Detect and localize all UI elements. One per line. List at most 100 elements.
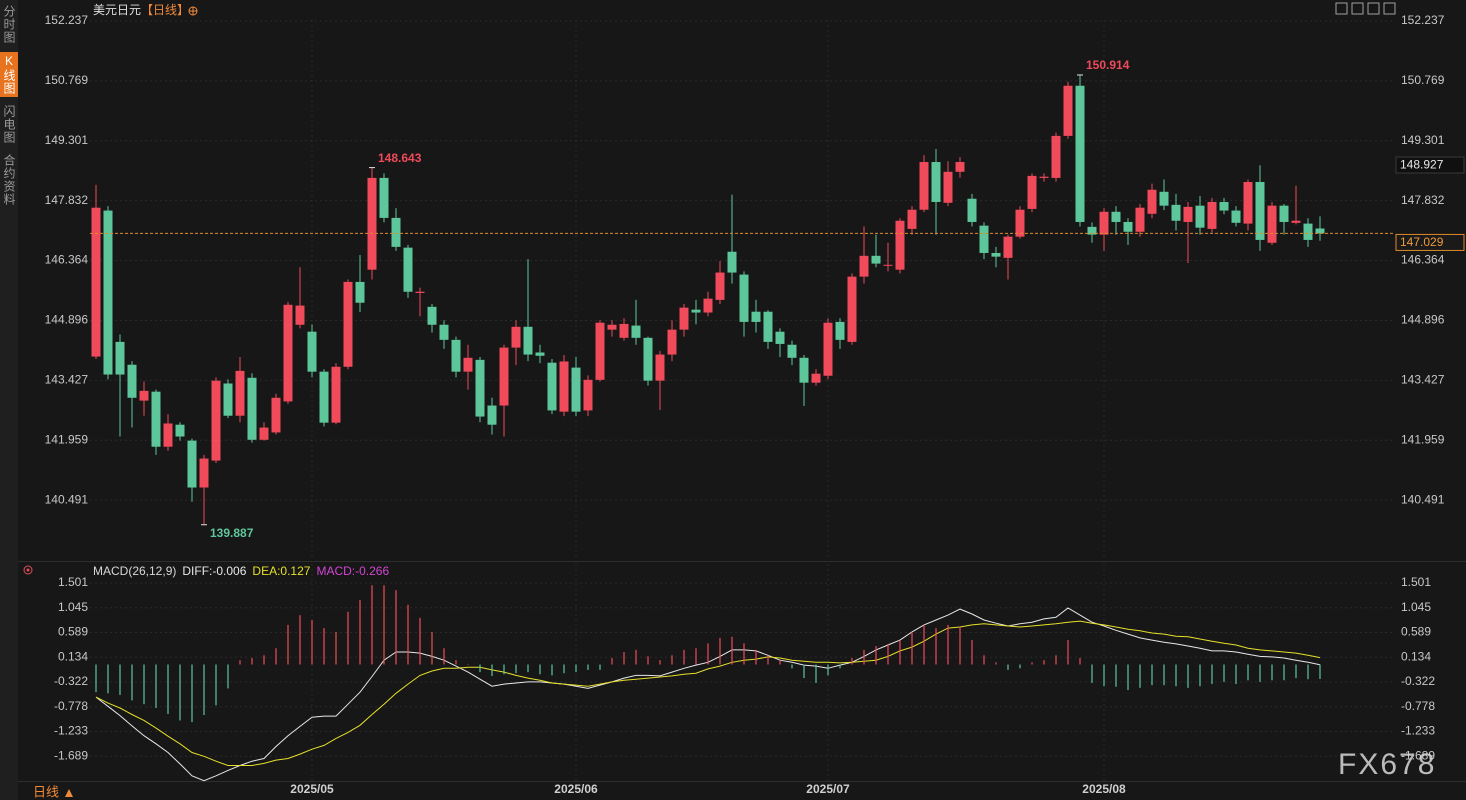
extreme-label: 148.643 <box>378 151 422 165</box>
tool-icon[interactable] <box>1367 2 1380 15</box>
candle-body <box>667 329 677 355</box>
candle-body <box>1111 211 1121 222</box>
candle-body <box>607 324 617 330</box>
candle-body <box>91 207 101 357</box>
sidebar-tab[interactable]: K线图 <box>0 52 18 97</box>
candle-body <box>439 324 449 340</box>
y-tick-label: 152.237 <box>1401 13 1445 27</box>
candle-body <box>847 276 857 342</box>
y-tick-label: 150.769 <box>45 73 89 87</box>
candle-body <box>499 347 509 406</box>
candle-body <box>1123 221 1133 232</box>
candle-body <box>931 162 941 202</box>
candle-body <box>1051 135 1061 178</box>
y-tick-label: -0.322 <box>54 674 88 688</box>
macd-line <box>95 620 1321 766</box>
y-tick-label: -0.778 <box>1401 699 1435 713</box>
candle-body <box>835 321 845 340</box>
candle-body <box>187 440 197 488</box>
y-tick-label: -0.322 <box>1401 674 1435 688</box>
candle-body <box>859 255 869 277</box>
candle-body <box>631 325 641 338</box>
y-tick-label: 150.769 <box>1401 73 1445 87</box>
y-tick-label: 1.045 <box>58 600 88 614</box>
background <box>18 0 1466 800</box>
y-tick-label: 143.427 <box>45 373 89 387</box>
candle-body <box>583 379 593 411</box>
macd-legend-item: DEA:0.127 <box>252 564 310 578</box>
candle-body <box>871 255 881 264</box>
candle-body <box>1279 205 1289 222</box>
candle-body <box>895 220 905 270</box>
y-tick-label: 149.301 <box>45 133 89 147</box>
candle-body <box>787 344 797 358</box>
candle-body <box>571 367 581 412</box>
y-tick-label: 140.491 <box>45 492 89 506</box>
candle-body <box>751 311 761 322</box>
candle-body <box>799 357 809 383</box>
y-tick-label: 146.364 <box>45 253 89 267</box>
candle-body <box>403 247 413 292</box>
y-tick-label: 149.301 <box>1401 133 1445 147</box>
candle-body <box>763 311 773 342</box>
y-tick-label: -1.689 <box>54 748 88 762</box>
candle-body <box>1087 226 1097 235</box>
candle-body <box>1075 85 1085 222</box>
candle-body <box>1099 211 1109 235</box>
y-tick-label: -1.233 <box>54 724 88 738</box>
watermark: FX678 <box>1338 748 1436 781</box>
candle-body <box>691 309 701 313</box>
candle-body <box>235 370 245 416</box>
y-tick-label: 1.501 <box>58 575 88 589</box>
y-tick-label: -1.233 <box>1401 724 1435 738</box>
y-tick-label: 144.896 <box>45 313 89 327</box>
candle-body <box>475 359 485 417</box>
candle-body <box>1291 220 1301 223</box>
candle-body <box>1315 228 1325 234</box>
candle-body <box>1171 204 1181 221</box>
y-tick-label: 1.501 <box>1401 575 1431 589</box>
tool-icon[interactable] <box>1383 2 1396 15</box>
macd-legend: MACD(26,12,9) DIFF:-0.006 DEA:0.127 MACD:-0… <box>93 564 389 578</box>
macd-settings-dot <box>26 568 30 572</box>
candle-body <box>1015 209 1025 237</box>
candle-body <box>103 210 113 375</box>
candle-body <box>295 305 305 325</box>
candle-body <box>919 162 929 210</box>
candle-body <box>379 177 389 218</box>
y-tick-label: 0.134 <box>1401 649 1431 663</box>
y-tick-label: 0.134 <box>58 649 88 663</box>
candle-body <box>391 217 401 247</box>
tool-icon[interactable] <box>1335 2 1348 15</box>
marker-price-label: 148.927 <box>1400 158 1444 172</box>
candle-body <box>1267 205 1277 243</box>
candle-body <box>343 281 353 367</box>
y-tick-label: 147.832 <box>45 193 89 207</box>
sidebar-tab[interactable]: 分时图 <box>2 5 16 44</box>
candle-body <box>427 306 437 325</box>
candle-body <box>679 307 689 330</box>
period-button-arrow <box>65 789 73 797</box>
candle-body <box>175 424 185 437</box>
candle-body <box>451 339 461 372</box>
tool-icons[interactable] <box>1335 2 1396 15</box>
macd-settings-icon[interactable] <box>23 565 33 575</box>
candle-body <box>823 322 833 376</box>
candle-body <box>655 354 665 381</box>
chart-title: 美元日元【日线】 <box>93 3 189 17</box>
candle-body <box>1147 189 1157 214</box>
candle-body <box>127 364 137 398</box>
candle-body <box>151 391 161 447</box>
y-tick-label: 146.364 <box>1401 253 1445 267</box>
macd-title: MACD(26,12,9) <box>93 564 176 578</box>
y-tick-label: 147.832 <box>1401 193 1445 207</box>
period-button[interactable]: 日线 <box>33 784 59 799</box>
sidebar-tab[interactable]: 闪电图 <box>2 105 16 144</box>
candle-body <box>1207 201 1217 229</box>
y-tick-label: 143.427 <box>1401 373 1445 387</box>
sidebar-tab[interactable]: 合约资料 <box>2 154 16 206</box>
last-price-label: 147.029 <box>1400 235 1444 249</box>
candle-body <box>883 264 893 266</box>
tool-icon[interactable] <box>1351 2 1364 15</box>
extreme-label: 139.887 <box>210 526 254 540</box>
